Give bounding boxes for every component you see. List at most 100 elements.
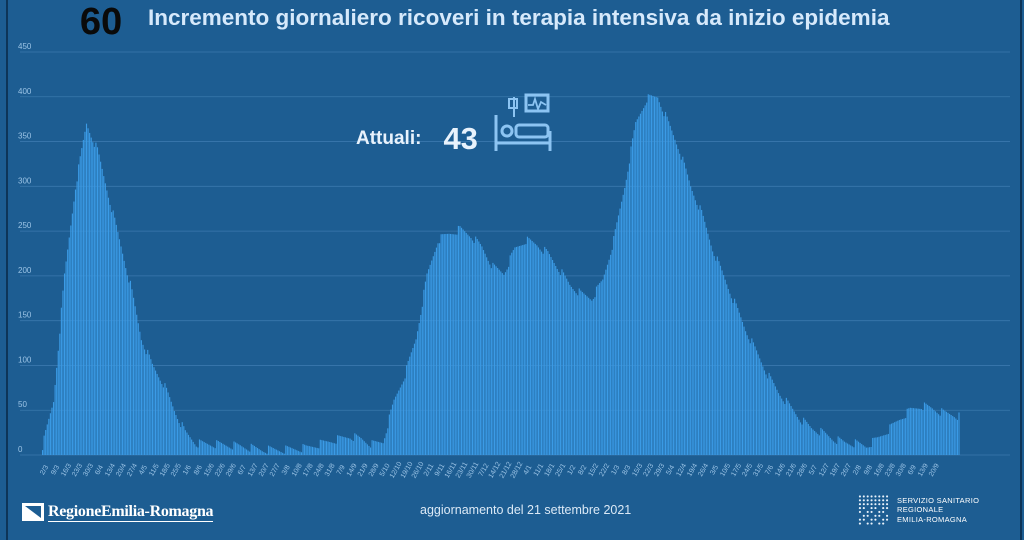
bar [379,442,381,455]
bar [718,261,720,455]
bar [266,453,268,455]
bar [200,440,202,455]
bar [358,436,361,455]
bar [955,418,957,455]
bar [253,445,255,455]
x-tick-label: 27/7 [269,463,282,478]
bar [467,234,469,455]
bar [903,418,905,455]
bar [87,128,89,456]
x-tick-label: 8/2 [577,464,588,476]
bar [101,168,103,455]
bar [391,404,394,455]
bar [657,97,659,455]
bar [901,419,904,455]
bar [222,443,224,455]
bar [531,241,533,455]
bar [738,312,740,455]
bar [632,138,634,455]
bar [726,284,728,455]
bar [588,297,590,455]
x-tick-label: 12/4 [675,463,688,478]
x-tick-label: 1/2 [566,464,577,476]
regione-logo-icon [22,503,44,521]
bar [894,422,896,455]
bar [203,442,205,455]
bar [804,419,806,455]
bar [752,342,754,455]
x-tick-label: 6/7 [237,464,248,476]
bar [307,445,309,455]
bar [128,282,130,455]
bar [674,139,676,456]
bar [409,356,411,455]
bar [308,446,310,455]
bar [947,412,949,455]
bar [380,442,383,455]
x-tick-label: 31/5 [752,463,765,478]
bar [785,397,787,455]
bar [446,233,448,455]
bar [500,271,502,455]
logo-dot [870,518,873,521]
x-tick-label: 29/3 [653,463,666,478]
bar [351,439,353,455]
bar [167,392,169,455]
bar [440,234,442,455]
bar [285,445,287,455]
bar [459,226,461,455]
logo-dot [874,518,877,521]
bar [158,377,160,455]
bar [734,298,736,455]
bar [263,452,265,455]
bar [815,432,817,455]
bar [675,144,678,455]
bar [723,275,725,455]
bar [362,439,364,455]
logo-dot [878,495,881,498]
bar [118,239,121,455]
bar [194,444,196,455]
bar [228,447,230,455]
bar [96,147,99,456]
bar [377,441,379,455]
bar [384,438,386,455]
bar [230,448,232,455]
logo-dot [858,510,862,514]
bar [897,420,899,455]
bar [169,397,171,455]
bar [790,406,792,455]
bar [238,444,240,455]
bar [939,415,941,455]
bar [829,437,831,455]
bar [129,280,132,455]
bar [498,269,500,455]
x-tick-label: 6/9 [907,464,918,476]
bar [817,433,819,455]
bar [693,195,695,455]
bar [46,424,48,455]
bar [517,246,519,455]
bar [953,417,955,455]
bar [81,148,83,455]
x-tick-label: 19/7 [829,463,842,478]
bar [170,401,172,455]
bar [792,408,794,455]
bar [602,279,604,455]
bar [468,236,470,455]
bar [508,266,510,455]
bar [858,441,860,455]
bar [704,221,706,455]
bar [545,249,547,455]
bar [313,447,315,455]
bar [575,293,577,455]
logo-dot [870,499,873,502]
bar [76,181,78,455]
bar [244,448,246,455]
logo-dot [870,495,873,498]
bar [927,404,929,455]
bar [65,261,67,455]
bar [247,450,249,455]
bar [537,247,540,455]
regione-logo: RegioneEmilia-Romagna [22,500,214,524]
